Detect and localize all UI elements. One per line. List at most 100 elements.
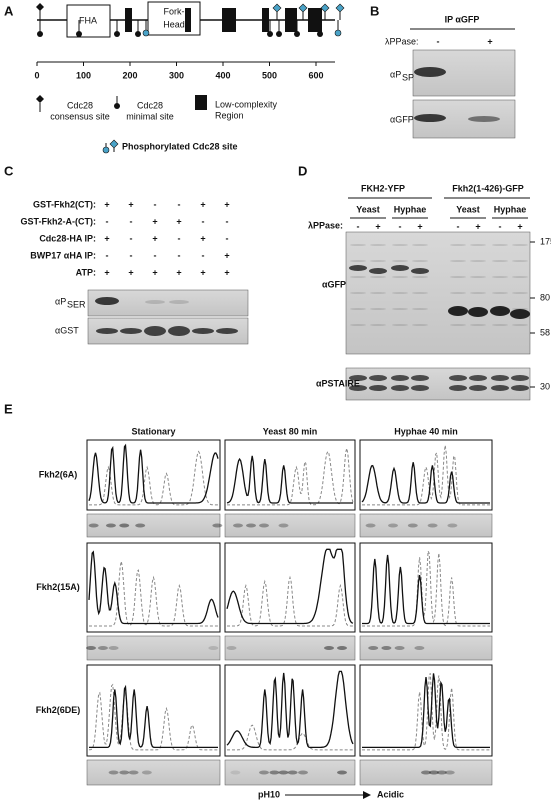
low-complexity-box — [285, 8, 297, 32]
lane-sign: + — [200, 267, 205, 277]
band — [511, 375, 529, 381]
row-label: Fkh2(6DE) — [36, 705, 81, 715]
band — [428, 770, 439, 775]
blot-label: αP — [55, 296, 66, 306]
band — [469, 375, 487, 381]
band — [370, 244, 386, 246]
band — [208, 646, 219, 650]
band — [120, 328, 142, 334]
band — [512, 308, 528, 310]
band — [412, 308, 428, 310]
gel-strip — [224, 635, 356, 661]
lane-sign: - — [178, 199, 181, 209]
profile-box — [86, 542, 221, 633]
profile-box — [86, 664, 221, 757]
band — [392, 244, 408, 246]
blot-label: αGFP — [390, 114, 414, 124]
profile-dashed — [227, 448, 354, 506]
band — [278, 523, 289, 528]
profile-solid — [226, 670, 354, 749]
marker-label: 58 — [540, 327, 550, 337]
lane-sign: + — [152, 267, 157, 277]
site — [276, 31, 282, 37]
column-header: Stationary — [131, 426, 175, 436]
phospho-site — [335, 3, 345, 13]
site — [317, 31, 323, 37]
band — [470, 276, 486, 278]
lane-sign: + — [475, 221, 480, 231]
band — [226, 646, 237, 650]
lane-sign: - — [202, 250, 205, 260]
legend-icon — [195, 95, 207, 110]
band — [212, 523, 223, 528]
lane-sign: + — [104, 199, 109, 209]
band — [370, 324, 386, 326]
legend-text: minimal site — [126, 111, 174, 121]
band — [492, 260, 508, 262]
band — [349, 265, 367, 271]
column-header: Hyphae 40 min — [394, 426, 458, 436]
axis-label: pH10 — [258, 789, 280, 799]
profile-dashed — [89, 561, 218, 627]
band — [448, 306, 468, 316]
band — [370, 292, 386, 294]
band — [492, 292, 508, 294]
band — [450, 260, 466, 262]
marker-label: 175 — [540, 236, 551, 246]
domain-box — [147, 1, 201, 36]
band — [350, 292, 366, 294]
band — [144, 326, 166, 336]
band — [350, 260, 366, 262]
profile-solid — [226, 455, 353, 504]
treatment-label: λPPase: — [308, 220, 343, 230]
site — [36, 3, 44, 11]
legend-text: consensus site — [50, 111, 110, 121]
scale-label: 500 — [262, 70, 277, 80]
gel-strip — [86, 635, 221, 661]
profile-box — [359, 542, 493, 633]
band — [392, 276, 408, 278]
band — [381, 646, 392, 650]
legend-text: Cdc28 — [67, 100, 93, 110]
band — [490, 306, 510, 316]
scale-label: 100 — [76, 70, 91, 80]
band — [492, 324, 508, 326]
scale-label: 200 — [122, 70, 137, 80]
column-header: Yeast 80 min — [263, 426, 318, 436]
band — [450, 308, 466, 310]
band — [412, 276, 428, 278]
lane-sign: - — [154, 250, 157, 260]
band — [369, 385, 387, 391]
band — [491, 375, 509, 381]
lane-sign: - — [357, 221, 360, 231]
lane-sign: - — [457, 221, 460, 231]
phospho-site — [272, 3, 282, 13]
band — [105, 523, 116, 528]
profile-solid — [226, 548, 354, 625]
lane-sign: + — [224, 199, 229, 209]
gel-strip — [224, 759, 356, 786]
band — [491, 385, 509, 391]
band — [470, 324, 486, 326]
phospho-site — [142, 29, 150, 37]
gel-strip — [359, 635, 493, 661]
blot-title: IP αGFP — [445, 14, 480, 24]
band — [449, 375, 467, 381]
panel-label: A — [4, 3, 14, 18]
condition-label: Yeast — [456, 204, 480, 214]
lane-sign: - — [202, 216, 205, 226]
band — [350, 276, 366, 278]
band — [324, 646, 334, 650]
legend-text: Phosphorylated Cdc28 site — [122, 141, 238, 151]
band — [388, 523, 398, 528]
band — [411, 385, 429, 391]
profile-box — [359, 439, 493, 511]
band — [278, 770, 289, 775]
scale-label: 600 — [308, 70, 323, 80]
band — [449, 385, 467, 391]
site — [135, 31, 141, 37]
band — [391, 375, 409, 381]
blot — [345, 367, 531, 401]
phospho-site — [334, 29, 342, 37]
band — [370, 308, 386, 310]
